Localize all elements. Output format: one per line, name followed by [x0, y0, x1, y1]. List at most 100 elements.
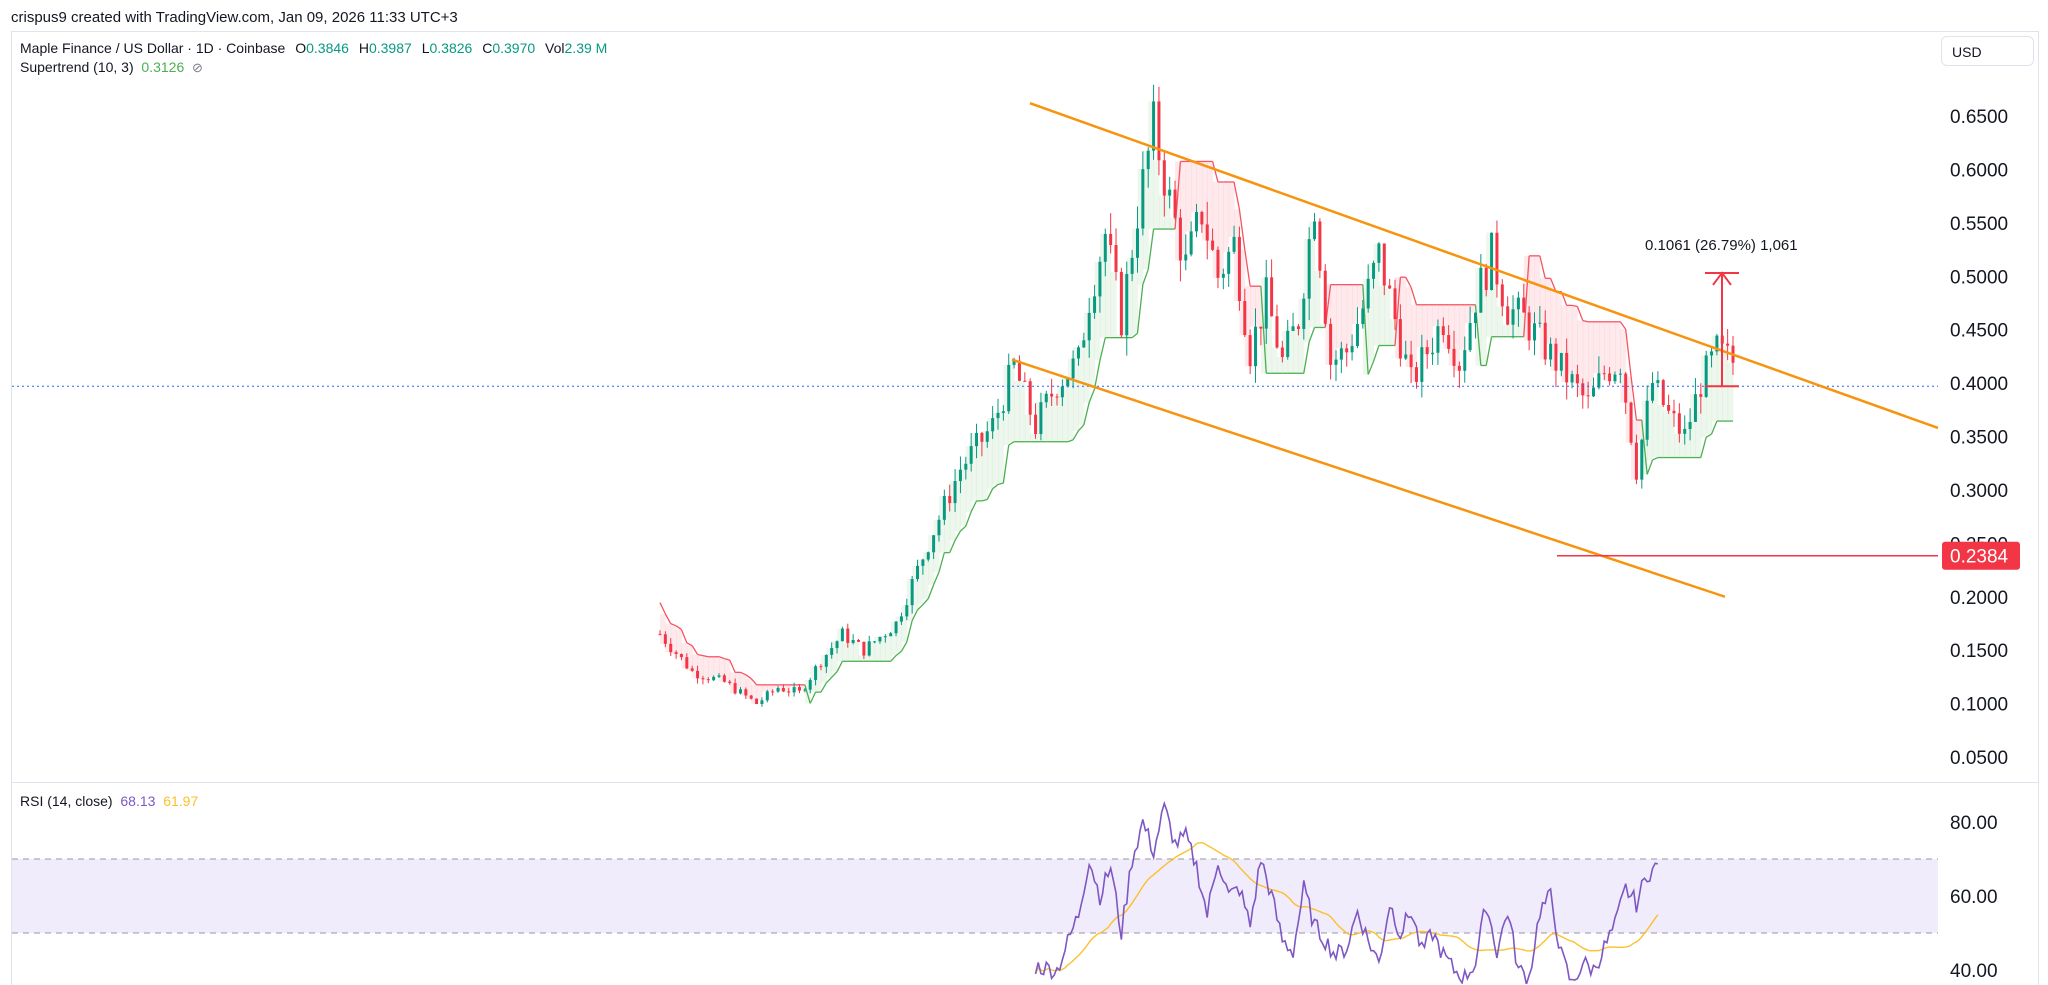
- supertrend-segment: [729, 659, 736, 673]
- supertrend-fill: [1636, 420, 1643, 440]
- open-label: O: [295, 40, 307, 56]
- currency-button[interactable]: USD: [1941, 36, 2034, 66]
- supertrend-segment: [1641, 420, 1648, 475]
- supertrend-fill: [1405, 287, 1412, 368]
- candle-body: [1270, 277, 1274, 317]
- supertrend-fill: [1169, 217, 1176, 230]
- supertrend-segment: [1705, 433, 1712, 438]
- supertrend-segment: [750, 678, 758, 686]
- candle-body: [1184, 254, 1188, 261]
- candle-body: [1313, 221, 1317, 240]
- supertrend-segment: [997, 482, 1004, 486]
- supertrend-fill: [1373, 243, 1380, 346]
- supertrend-fill: [1582, 321, 1589, 397]
- supertrend-segment: [718, 656, 725, 660]
- supertrend-segment: [702, 654, 709, 658]
- supertrend-segment: [1088, 388, 1096, 403]
- supertrend-segment: [895, 650, 902, 657]
- candle-body: [674, 652, 678, 654]
- candle-body: [1044, 393, 1048, 403]
- candle-body: [1688, 421, 1692, 429]
- supertrend-segment: [1174, 161, 1182, 230]
- supertrend-fill: [879, 636, 886, 662]
- candle-body: [1420, 347, 1424, 382]
- supertrend-fill: [1518, 312, 1525, 337]
- supertrend-fill: [842, 642, 849, 662]
- candle-body: [669, 643, 673, 653]
- candle-body: [932, 535, 936, 553]
- supertrend-segment: [1652, 456, 1659, 461]
- candle-body: [1211, 240, 1215, 250]
- rsi-legend[interactable]: RSI (14, close) 68.13 61.97: [20, 793, 198, 809]
- supertrend-fill: [1137, 169, 1144, 285]
- supertrend-segment: [675, 625, 682, 631]
- supertrend-segment: [981, 498, 988, 502]
- candle-body: [1677, 413, 1681, 434]
- candles-layer: [658, 84, 1735, 707]
- pane-separator[interactable]: [11, 782, 2039, 783]
- supertrend-fill: [740, 674, 747, 696]
- supertrend-fill: [949, 481, 956, 541]
- candle-body: [824, 654, 828, 667]
- candle-body: [1683, 428, 1687, 434]
- supertrend-fill: [1180, 161, 1187, 255]
- supertrend-fill: [1459, 304, 1466, 351]
- candle-body: [958, 469, 962, 482]
- candle-body: [1597, 373, 1601, 388]
- rsi-ma-value: 61.97: [163, 793, 199, 809]
- candle-body: [867, 641, 871, 656]
- supertrend-fill: [938, 496, 945, 553]
- price-axis[interactable]: 0.6500 0.6000 0.5500 0.5000 0.4500 0.4000 0.35…: [1942, 107, 2020, 982]
- supertrend-segment: [670, 623, 677, 627]
- candle-body: [969, 446, 973, 464]
- candle-body: [728, 681, 732, 684]
- candle-body: [1216, 249, 1220, 278]
- candle-body: [1425, 347, 1429, 355]
- supertrend-fill: [1647, 383, 1654, 460]
- measure-label: 0.1061 (26.79%) 1,061: [1645, 237, 1798, 254]
- supertrend-legend[interactable]: Supertrend (10, 3) 0.3126 ⊘: [20, 59, 203, 76]
- supertrend-fill: [1496, 306, 1503, 337]
- supertrend-fill: [874, 636, 881, 662]
- rsi-line: [1034, 800, 1659, 984]
- supertrend-segment: [970, 500, 978, 512]
- candle-body: [803, 689, 807, 691]
- supertrend-fill: [1427, 304, 1434, 353]
- drawings-layer[interactable]: 0.1061 (26.79%) 1,061: [12, 102, 1939, 598]
- supertrend-fill: [1529, 255, 1535, 324]
- supertrend-fill: [713, 656, 720, 676]
- candle-body: [1039, 402, 1043, 435]
- supertrend-segment: [1308, 327, 1316, 343]
- candle-body: [1651, 383, 1655, 401]
- supertrend-segment: [960, 525, 967, 532]
- candle-body: [1082, 340, 1086, 348]
- candle-body: [1178, 217, 1182, 261]
- candle-body: [953, 481, 957, 504]
- candle-body: [1522, 297, 1526, 313]
- supertrend-fill: [778, 684, 784, 692]
- rsi-tick-label: 60.00: [1950, 887, 1998, 908]
- eye-off-icon[interactable]: ⊘: [192, 60, 203, 75]
- supertrend-segment: [1244, 249, 1251, 287]
- candle-body: [1157, 101, 1161, 161]
- candle-body: [1640, 439, 1644, 480]
- supertrend-fill: [1700, 355, 1707, 438]
- supertrend-fill: [831, 641, 838, 672]
- supertrend-fill: [896, 616, 902, 652]
- channel-lower-line: [1011, 358, 1726, 598]
- supertrend-fill: [965, 446, 972, 512]
- supertrend-segment: [740, 671, 747, 676]
- candle-body: [1023, 380, 1027, 382]
- supertrend-fill: [1314, 270, 1321, 328]
- supertrend-segment: [1582, 319, 1589, 323]
- supertrend-fill: [820, 654, 827, 683]
- supertrend-fill: [1014, 380, 1020, 442]
- candle-body: [1055, 396, 1059, 398]
- symbol-name[interactable]: Maple Finance / US Dollar · 1D · Coinbas…: [20, 40, 286, 56]
- supertrend-fill: [1561, 305, 1568, 383]
- supertrend-fill: [1368, 262, 1375, 362]
- supertrend-fill: [702, 656, 709, 681]
- supertrend-segment: [1099, 337, 1106, 361]
- supertrend-fill: [1384, 288, 1391, 346]
